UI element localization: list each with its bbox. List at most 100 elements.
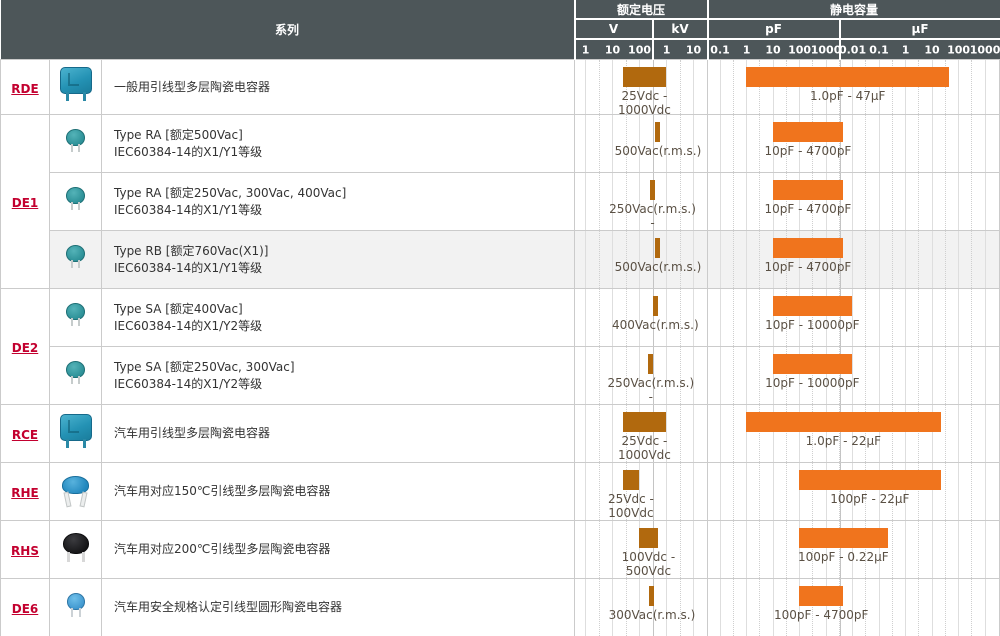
- series-description: Type SA [额定250Vac, 300Vac] IEC60384-14的X1…: [100, 346, 576, 405]
- gridline: [759, 405, 761, 462]
- series-description: Type RA [额定250Vac, 300Vac, 400Vac] IEC603…: [100, 172, 576, 231]
- gridline: [612, 405, 614, 462]
- capacitor-lead: [82, 92, 86, 101]
- gridline: [944, 60, 946, 114]
- description-line: IEC60384-14的X1/Y2等级: [114, 376, 263, 391]
- gridline: [679, 405, 681, 462]
- radial-box-capacitor-icon: [59, 413, 92, 448]
- gridline: [958, 60, 960, 114]
- gridline: [958, 463, 960, 520]
- series-link-de1[interactable]: DE1: [11, 196, 39, 210]
- table-row: DE6 汽车用安全规格认定引线型圆形陶瓷电容器 300Vac(r.m.s.) 100p…: [0, 578, 1000, 636]
- capacitance-range-bar: [772, 354, 853, 374]
- gridline: [666, 521, 668, 578]
- gridline: [585, 115, 587, 172]
- gridline: [772, 115, 774, 172]
- capacitor-lead: [78, 317, 80, 326]
- gridline: [799, 231, 801, 288]
- axis-section-divider: [653, 231, 655, 288]
- series-link-rde[interactable]: RDE: [11, 81, 39, 96]
- gridline: [891, 521, 893, 578]
- gridline: [799, 60, 801, 114]
- series-description: 汽车用安全规格认定引线型圆形陶瓷电容器: [100, 578, 576, 636]
- voltage-chart-cell: 25Vdc - 100Vdc: [574, 462, 709, 521]
- description-line: 一般用引线型多层陶瓷电容器: [114, 79, 271, 94]
- capacitance-group-header: 静电容量: [706, 0, 1000, 19]
- gridline: [918, 347, 920, 404]
- gridline: [759, 463, 761, 520]
- gridline: [812, 463, 814, 520]
- axis-section-divider: [840, 405, 842, 462]
- series-link-de2[interactable]: DE2: [11, 341, 39, 355]
- gridline: [612, 579, 614, 636]
- series-link-rhe[interactable]: RHE: [11, 486, 39, 500]
- axis-tick-label: 100: [788, 43, 812, 56]
- gridline: [666, 347, 668, 404]
- series-link-rce[interactable]: RCE: [11, 428, 39, 442]
- gridline: [666, 173, 668, 230]
- capacitance-range-bar: [772, 296, 853, 316]
- gridline: [759, 231, 761, 288]
- icon-cell: [49, 520, 102, 579]
- gridline: [931, 579, 933, 636]
- gridline: [719, 405, 721, 462]
- gridline: [852, 463, 854, 520]
- gridline: [838, 521, 840, 578]
- gridline: [905, 579, 907, 636]
- gridline: [891, 115, 893, 172]
- gridline: [625, 115, 627, 172]
- series-link-de6[interactable]: DE6: [11, 602, 39, 616]
- axis-tick-label: 100: [628, 43, 652, 56]
- series-column-header: 系列: [0, 0, 575, 60]
- axis-section-divider: [840, 60, 842, 114]
- capacitance-chart-cell: 1.0pF - 47μF: [707, 59, 1000, 115]
- description-line: Type SA [额定250Vac, 300Vac]: [114, 359, 295, 374]
- icon-cell: [49, 114, 102, 173]
- description-line: 汽车用引线型多层陶瓷电容器: [114, 426, 271, 440]
- description-line: IEC60384-14的X1/Y1等级: [114, 144, 263, 159]
- gridline: [984, 231, 986, 288]
- icon-cell: [49, 230, 102, 289]
- gridline: [865, 231, 867, 288]
- description-line: Type RA [额定250Vac, 300Vac, 400Vac]: [114, 185, 347, 200]
- gridline: [865, 463, 867, 520]
- voltage-range-label: 500Vac(r.m.s.): [614, 260, 702, 274]
- gridline: [799, 347, 801, 404]
- gridline: [772, 405, 774, 462]
- series-description: 汽车用对应200℃引线型多层陶瓷电容器: [100, 520, 576, 579]
- series-link-rhs[interactable]: RHS: [11, 544, 39, 558]
- gridline: [746, 521, 748, 578]
- axis-tick-label: 1000: [969, 43, 1000, 56]
- gridline: [958, 405, 960, 462]
- gridline: [625, 173, 627, 230]
- gridline: [585, 463, 587, 520]
- header-group-row: 系列 额定电压 静电容量: [0, 0, 1000, 60]
- gridline: [625, 463, 627, 520]
- gridline: [785, 173, 787, 230]
- icon-cell: [49, 288, 102, 347]
- capacitor-lead: [71, 259, 73, 268]
- disc-capacitor-teal-icon: [66, 302, 85, 326]
- voltage-chart-cell: 25Vdc - 1000Vdc: [574, 59, 709, 117]
- gridline: [825, 60, 827, 114]
- table-row: RDE 一般用引线型多层陶瓷电容器 25Vdc - 1000Vdc 1.0pF - 4…: [0, 59, 1000, 117]
- voltage-chart-cell: 400Vac(r.m.s.): [574, 288, 709, 347]
- gridline: [812, 60, 814, 114]
- capacitance-range-bar: [799, 470, 941, 490]
- gridline: [585, 347, 587, 404]
- gridline: [905, 60, 907, 114]
- gridline: [746, 115, 748, 172]
- axis-tick-label: 0.1: [710, 43, 730, 56]
- disc-capacitor-lightblue-icon: [66, 592, 85, 617]
- gridline: [878, 60, 880, 114]
- gridline: [693, 231, 695, 288]
- gridline: [918, 463, 920, 520]
- voltage-chart-cell: 300Vac(r.m.s.): [574, 578, 709, 636]
- capacitance-range-bar: [746, 412, 941, 432]
- gridline: [971, 521, 973, 578]
- capacitor-lead: [71, 143, 73, 152]
- gridline: [878, 521, 880, 578]
- gridline: [598, 60, 600, 114]
- voltage-range-label: 100Vdc - 500Vdc: [621, 550, 676, 578]
- gridline: [732, 173, 734, 230]
